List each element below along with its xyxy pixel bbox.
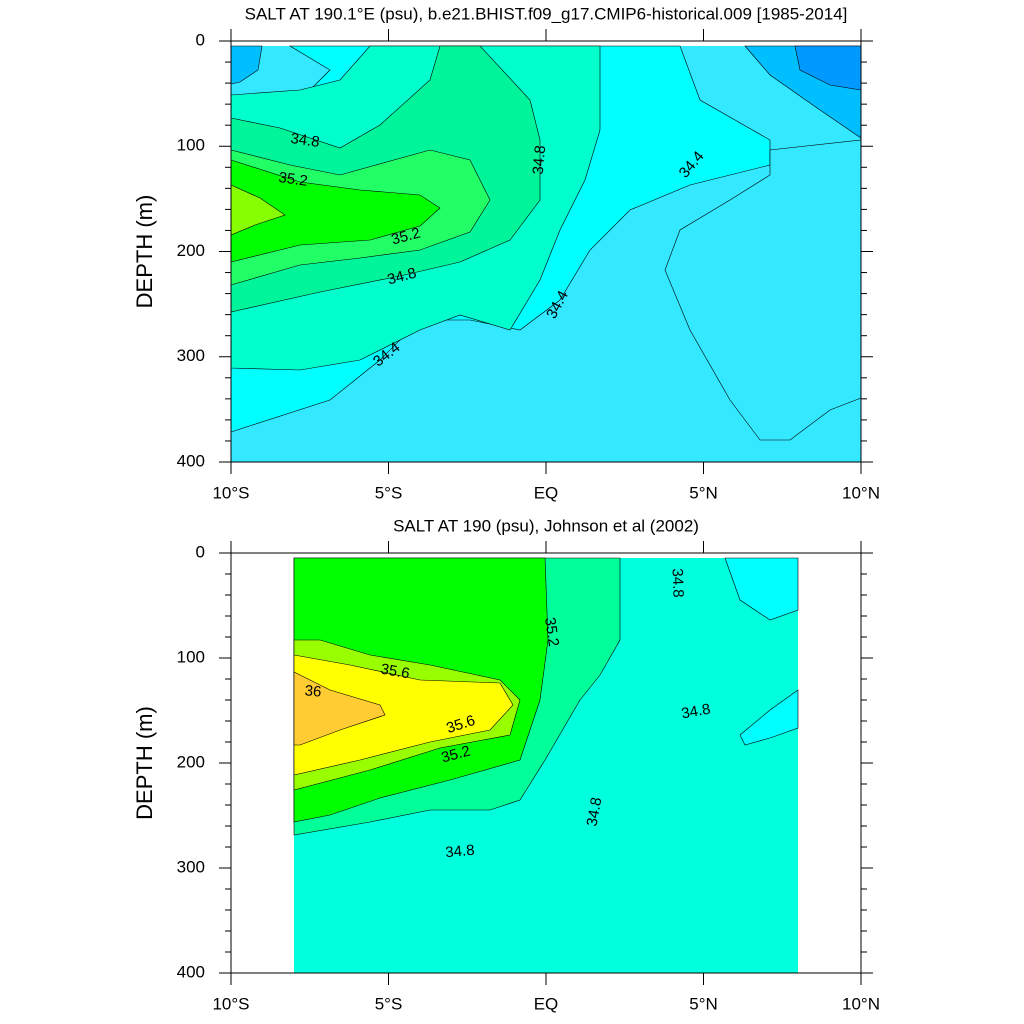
x-tick-label: 5°N (689, 483, 718, 502)
y-tick-label: 400 (177, 962, 205, 981)
x-tick-label: 10°N (842, 994, 880, 1013)
contour-fill (293, 557, 799, 973)
y-tick-label: 300 (177, 346, 205, 365)
chart-title: SALT AT 190.1°E (psu), b.e21.BHIST.f09_g… (245, 4, 848, 23)
y-tick-label: 0 (196, 30, 205, 49)
contour-label: 35.2 (390, 224, 423, 248)
x-tick-label: EQ (534, 994, 559, 1013)
x-tick-label: 10°S (212, 994, 249, 1013)
contour-label: 35.6 (379, 661, 411, 683)
y-tick-label: 200 (177, 241, 205, 260)
contour-label: 34.8 (584, 796, 606, 828)
contour-fill (230, 45, 862, 462)
contour-label: 35.2 (541, 616, 562, 647)
contour-label: 34.8 (530, 145, 549, 176)
contour-label: 36 (304, 682, 322, 700)
contour-label: 34.8 (680, 701, 712, 723)
contour-label: 35.2 (440, 742, 473, 766)
x-tick-label: 5°S (375, 994, 403, 1013)
x-tick-label: 5°N (689, 994, 718, 1013)
contour-label: 34.8 (289, 130, 320, 151)
contour-label: 34.8 (386, 264, 419, 288)
y-tick-label: 300 (177, 857, 205, 876)
chart-title: SALT AT 190 (psu), Johnson et al (2002) (393, 516, 699, 535)
y-axis-label: DEPTH (m) (132, 706, 157, 820)
contour-label: 35.2 (277, 169, 308, 190)
x-tick-label: EQ (534, 483, 559, 502)
y-tick-label: 0 (196, 542, 205, 561)
y-tick-label: 200 (177, 752, 205, 771)
y-tick-label: 100 (177, 647, 205, 666)
y-tick-label: 400 (177, 451, 205, 470)
contour-label: 34.8 (445, 842, 476, 861)
y-axis-label: DEPTH (m) (132, 195, 157, 309)
contour-label: 34.8 (669, 568, 687, 598)
x-tick-label: 5°S (375, 483, 403, 502)
y-tick-label: 100 (177, 136, 205, 155)
x-tick-label: 10°N (842, 483, 880, 502)
x-tick-label: 10°S (212, 483, 249, 502)
